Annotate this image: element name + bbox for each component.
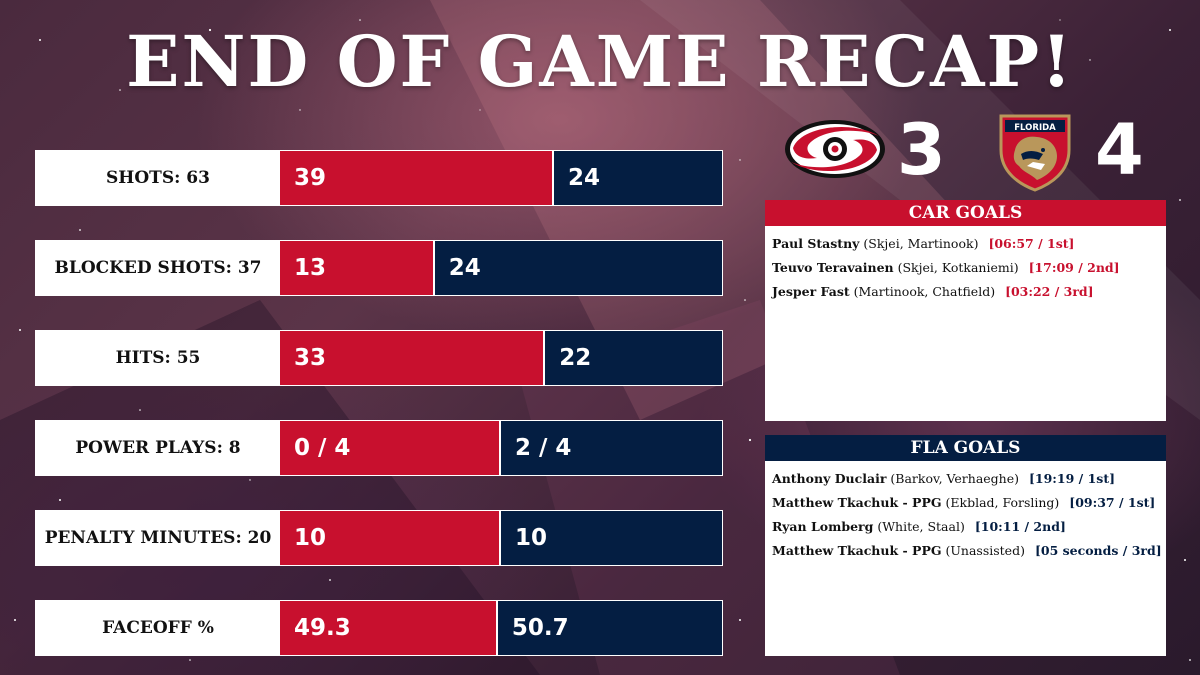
goal-scorer: Ryan Lomberg — [772, 519, 874, 534]
fla-stat-bar: 2 / 4 — [501, 421, 722, 475]
car-stat-bar: 49.3 — [280, 601, 498, 655]
goal-item: Matthew Tkachuk - PPG (Unassisted) [05 s… — [772, 539, 1162, 563]
goal-time: [17:09 / 2nd] — [1028, 260, 1120, 275]
stat-label: POWER PLAYS: 8 — [36, 421, 280, 475]
goal-assists: (White, Staal) — [877, 519, 965, 534]
stat-label: BLOCKED SHOTS: 37 — [36, 241, 280, 295]
goal-scorer: Matthew Tkachuk - PPG — [772, 495, 942, 510]
goal-assists: (Unassisted) — [945, 543, 1025, 558]
stat-label: HITS: 55 — [36, 331, 280, 385]
goal-time: [03:22 / 3rd] — [1005, 284, 1094, 299]
panthers-logo-text: FLORIDA — [1014, 123, 1056, 133]
car-stat-bar: 39 — [280, 151, 555, 205]
goal-scorer: Matthew Tkachuk - PPG — [772, 543, 942, 558]
car-stat-bar: 0 / 4 — [280, 421, 501, 475]
stat-label: FACEOFF % — [36, 601, 280, 655]
goal-assists: (Martinook, Chatfield) — [853, 284, 996, 299]
goal-scorer: Teuvo Teravainen — [772, 260, 894, 275]
goal-scorer: Anthony Duclair — [772, 471, 887, 486]
panthers-logo-icon: FLORIDA — [999, 114, 1071, 192]
stat-row-shots: SHOTS: 63 39 24 — [35, 150, 723, 206]
car-goals-header: CAR GOALS — [765, 200, 1166, 226]
goal-assists: (Barkov, Verhaeghe) — [890, 471, 1020, 486]
car-stat-bar: 33 — [280, 331, 546, 385]
goal-item: Teuvo Teravainen (Skjei, Kotkaniemi) [17… — [772, 256, 1159, 280]
goal-scorer: Jesper Fast — [772, 284, 850, 299]
fla-stat-bar: 10 — [501, 511, 722, 565]
goal-time: [05 seconds / 3rd] — [1034, 543, 1162, 558]
goal-item: Ryan Lomberg (White, Staal) [10:11 / 2nd… — [772, 515, 1159, 539]
fla-stat-bar: 22 — [545, 331, 722, 385]
stat-row-hits: HITS: 55 33 22 — [35, 330, 723, 386]
fla-goals-panel: FLA GOALS Anthony Duclair (Barkov, Verha… — [765, 435, 1166, 656]
stat-row-faceoff: FACEOFF % 49.3 50.7 — [35, 600, 723, 656]
car-stat-bar: 13 — [280, 241, 435, 295]
page-title: END OF GAME RECAP! — [126, 20, 1074, 103]
goal-assists: (Skjei, Martinook) — [863, 236, 979, 251]
stat-label: PENALTY MINUTES: 20 — [36, 511, 280, 565]
goal-time: [09:37 / 1st] — [1069, 495, 1156, 510]
fla-goals-header: FLA GOALS — [765, 435, 1166, 461]
goal-time: [19:19 / 1st] — [1029, 471, 1116, 486]
car-stat-bar: 10 — [280, 511, 501, 565]
goal-assists: (Ekblad, Forsling) — [945, 495, 1060, 510]
stat-row-blocked-shots: BLOCKED SHOTS: 37 13 24 — [35, 240, 723, 296]
goal-item: Matthew Tkachuk - PPG (Ekblad, Forsling)… — [772, 491, 1159, 515]
goal-scorer: Paul Stastny — [772, 236, 860, 251]
fla-score: 4 — [1095, 109, 1144, 191]
goal-assists: (Skjei, Kotkaniemi) — [897, 260, 1019, 275]
goal-item: Anthony Duclair (Barkov, Verhaeghe) [19:… — [772, 467, 1159, 491]
car-goals-panel: CAR GOALS Paul Stastny (Skjei, Martinook… — [765, 200, 1166, 421]
stat-label: SHOTS: 63 — [36, 151, 280, 205]
stat-row-penalty-minutes: PENALTY MINUTES: 20 10 10 — [35, 510, 723, 566]
goal-item: Paul Stastny (Skjei, Martinook) [06:57 /… — [772, 232, 1159, 256]
fla-stat-bar: 24 — [434, 241, 722, 295]
fla-stat-bar: 24 — [554, 151, 722, 205]
fla-stat-bar: 50.7 — [497, 601, 722, 655]
hurricanes-logo-icon — [785, 120, 885, 178]
stat-row-power-plays: POWER PLAYS: 8 0 / 4 2 / 4 — [35, 420, 723, 476]
car-score: 3 — [897, 109, 946, 191]
goal-time: [06:57 / 1st] — [988, 236, 1075, 251]
goal-item: Jesper Fast (Martinook, Chatfield) [03:2… — [772, 280, 1159, 304]
goal-time: [10:11 / 2nd] — [974, 519, 1066, 534]
